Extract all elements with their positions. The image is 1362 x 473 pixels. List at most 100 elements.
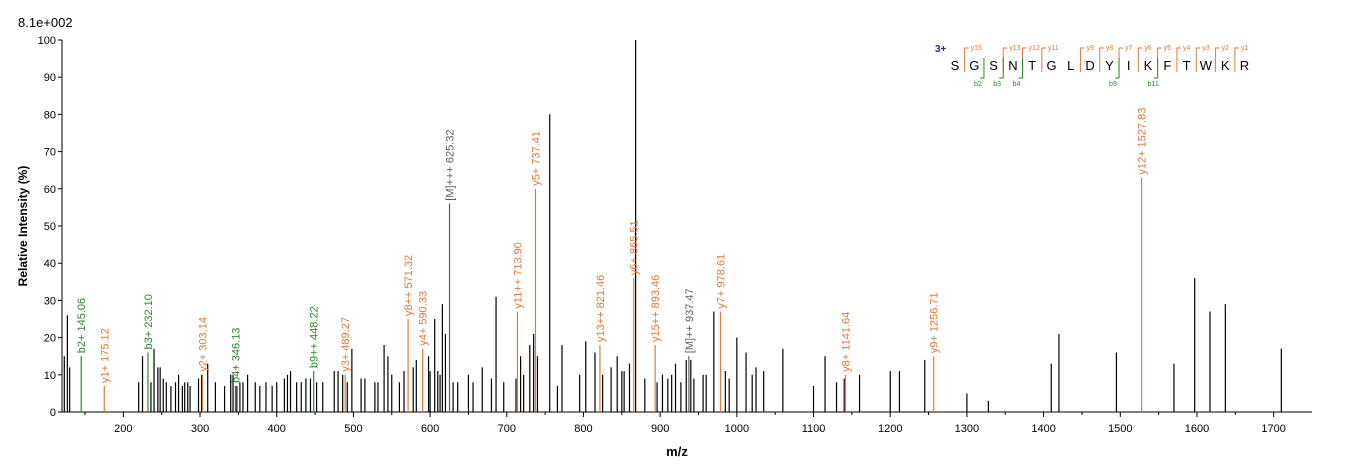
- x-tick-label: 200: [114, 423, 132, 435]
- y-tick-label: 50: [44, 221, 56, 233]
- b-ion-label: b9: [1109, 81, 1117, 88]
- x-tick-label: 300: [191, 423, 209, 435]
- x-tick-label: 700: [498, 423, 516, 435]
- peak-label: y13++ 821.46: [595, 275, 607, 342]
- residue: S: [989, 58, 998, 73]
- peak-label: [M]++ 937.47: [684, 288, 696, 353]
- x-tick-label: 900: [651, 423, 669, 435]
- y-tick-label: 40: [44, 258, 56, 270]
- y-ion-label: y13: [1009, 45, 1020, 52]
- peak-label: y12+ 1527.83: [1137, 108, 1149, 175]
- y-cleavage-mark: [1002, 47, 1008, 72]
- y-tick-label: 20: [44, 333, 56, 345]
- y-tick-label: 90: [44, 72, 56, 84]
- y-ion-label: y11: [1048, 45, 1059, 52]
- b-ion-label: b11: [1148, 81, 1159, 88]
- y-cleavage-mark: [1118, 47, 1124, 72]
- y-ion-label: y12: [1029, 45, 1040, 52]
- x-tick-label: 800: [574, 423, 592, 435]
- y-ion-label: y7: [1125, 45, 1133, 52]
- peak-label: y8++ 571.32: [403, 255, 415, 316]
- peak-label: y2+ 303.14: [197, 317, 209, 372]
- b-ion-label: b2: [974, 81, 982, 88]
- residue: S: [951, 58, 960, 73]
- y-cleavage-mark: [1022, 47, 1027, 72]
- axes: 0 10 20 30 40 50 60 70 80 90 100 200 300 400 500 600 700…: [38, 35, 1312, 435]
- peak-label: [M]+++ 625.32: [445, 129, 457, 200]
- x-axis-label: m/z: [666, 444, 688, 459]
- y-cleavage-mark: [1099, 47, 1104, 72]
- peak-label: y8+ 1141.64: [840, 312, 852, 372]
- residue: R: [1240, 58, 1249, 73]
- peak-label: y7+ 978.61: [715, 254, 727, 309]
- x-tick-label: 400: [268, 423, 286, 435]
- y-cleavage-mark: [1137, 47, 1143, 72]
- residue: K: [1221, 58, 1230, 73]
- charge-label: 3+: [935, 44, 947, 55]
- y-cleavage-mark: [1157, 47, 1162, 72]
- b-cleavage-mark: [999, 58, 1004, 79]
- y-tick-label: 0: [50, 407, 56, 419]
- peak-label: b2+ 145.06: [76, 298, 88, 353]
- y-tick-label: 30: [44, 295, 56, 307]
- y-ion-label: y5: [1164, 45, 1172, 52]
- y-ion-label: y9: [1086, 45, 1094, 52]
- y-ion-label: y4: [1183, 45, 1191, 52]
- residue: G: [969, 58, 979, 73]
- peak-label: y3+ 489.27: [340, 317, 352, 372]
- y-ion-label: y2: [1222, 45, 1230, 52]
- residue: Y: [1105, 58, 1114, 73]
- y-cleavage-mark: [1176, 47, 1181, 72]
- y-cleavage-mark: [1041, 47, 1046, 72]
- x-tick-label: 1000: [725, 423, 749, 435]
- x-tick-label: 1400: [1031, 423, 1055, 435]
- residue: T: [1183, 58, 1191, 73]
- x-tick-label: 1600: [1185, 423, 1209, 435]
- y-tick-label: 80: [44, 109, 56, 121]
- x-tick-label: 1500: [1108, 423, 1132, 435]
- b-ion-label: b4: [1013, 81, 1021, 88]
- peak-label: y1+ 175.12: [99, 328, 111, 383]
- x-tick-label: 1700: [1261, 423, 1285, 435]
- peak-label: y11++ 713.90: [512, 242, 524, 308]
- residue: N: [1008, 58, 1017, 73]
- y-ion-label: y6: [1144, 45, 1152, 52]
- b-cleavage-mark: [1018, 58, 1024, 79]
- residue: K: [1144, 58, 1153, 73]
- x-tick-label: 1100: [802, 423, 826, 435]
- peaks: [63, 40, 1282, 412]
- y-cleavage-mark: [1215, 47, 1220, 72]
- y-tick-label: 70: [44, 147, 56, 159]
- peak-label: y5+ 737.41: [530, 131, 542, 186]
- y-ion-label: y3: [1202, 45, 1210, 52]
- residue: I: [1127, 58, 1131, 73]
- y-axis-label: Relative Intensity (%): [16, 166, 30, 287]
- residue: T: [1028, 58, 1036, 73]
- peak-label: y9+ 1256.71: [929, 292, 941, 353]
- y-tick-label: 100: [38, 35, 56, 47]
- y-cleavage-mark: [1079, 47, 1085, 72]
- y-cleavage-mark: [1234, 47, 1239, 72]
- residue: F: [1163, 58, 1171, 73]
- peak-label: b3+ 232.10: [143, 294, 155, 349]
- x-tick-label: 500: [344, 423, 362, 435]
- intensity-scale-label: 8.1e+002: [18, 15, 73, 30]
- peak-label: y4+ 590.33: [418, 291, 430, 346]
- x-tick-label: 600: [421, 423, 439, 435]
- residue: G: [1046, 58, 1056, 73]
- peak-label: b9++ 448.22: [309, 306, 321, 368]
- x-tick-label: 1200: [878, 423, 902, 435]
- peak-annotations: b2+ 145.06 y1+ 175.12 b3+ 232.10 y2+ 303.14…: [76, 108, 1148, 383]
- y-tick-label: 10: [44, 370, 56, 382]
- y-cleavage-mark: [1195, 47, 1201, 72]
- b-ion-label: b3: [993, 81, 1001, 88]
- y-tick-label: 60: [44, 184, 56, 196]
- residue: L: [1067, 58, 1074, 73]
- y-ion-label: y8: [1106, 45, 1114, 52]
- b-cleavage-mark: [1153, 58, 1159, 79]
- y-ion-label: y15: [971, 45, 982, 52]
- residue: D: [1085, 58, 1094, 73]
- x-tick-label: 1300: [955, 423, 979, 435]
